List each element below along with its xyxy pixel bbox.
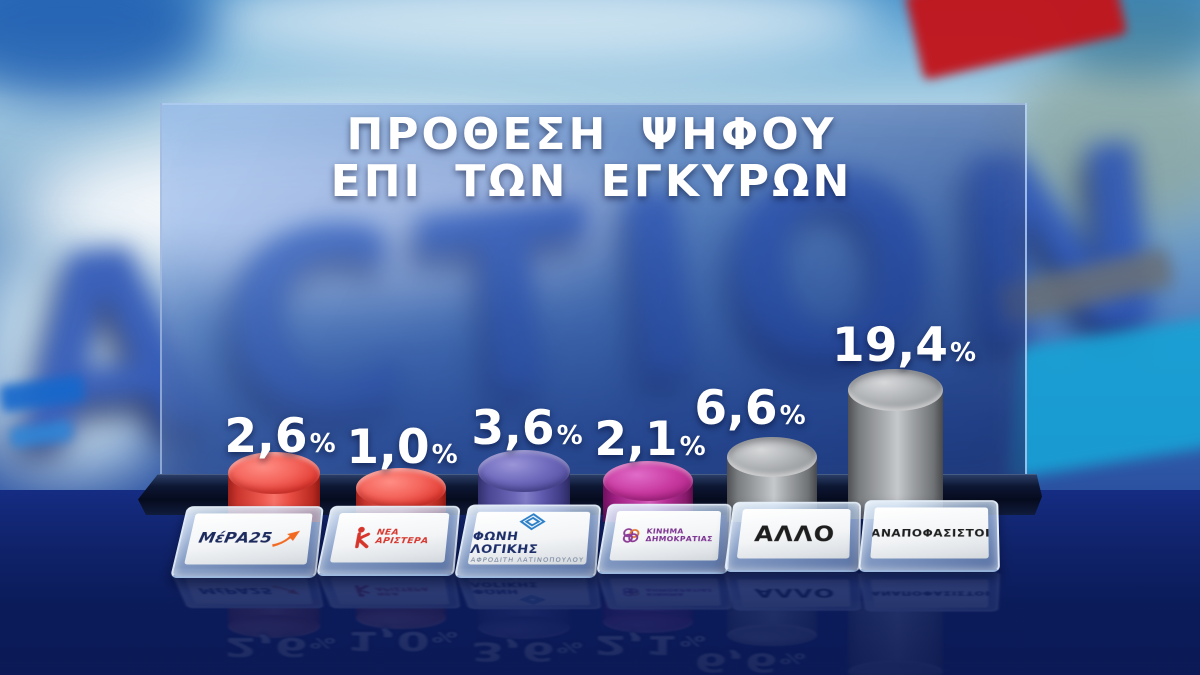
plate-allo: ΑΛΛΟ bbox=[724, 501, 862, 572]
bar-top bbox=[727, 437, 817, 477]
percent-sign: % bbox=[309, 429, 336, 459]
value-label-kinima: 2,1% bbox=[590, 416, 710, 463]
bar-top bbox=[478, 450, 570, 492]
mera25-logo: ΜέΡΑ25 bbox=[197, 528, 302, 548]
kinima-flower-icon bbox=[618, 526, 642, 545]
percent-sign: % bbox=[949, 338, 977, 368]
bar-top bbox=[228, 452, 320, 494]
value-label-foni-logikis: 3,6% bbox=[467, 405, 587, 452]
nea-aristera-label: ΝΕΑ ΑΡΙΣΤΕΡΑ bbox=[374, 528, 430, 546]
bar-top bbox=[603, 461, 693, 501]
kinima-label: ΚΙΝΗΜΑ ΔΗΜΟΚΡΑΤΙΑΣ bbox=[645, 527, 714, 543]
kinima-logo: ΚΙΝΗΜΑ ΔΗΜΟΚΡΑΤΙΑΣ bbox=[618, 526, 713, 545]
percent-sign: % bbox=[679, 432, 706, 462]
value-label-mera25: 2,6% bbox=[220, 413, 340, 460]
label-line1: ΚΙΝΗΜΑ bbox=[646, 527, 685, 536]
plate-face: ΑΛΛΟ bbox=[736, 509, 851, 559]
value: 2,1 bbox=[594, 412, 678, 467]
value: 1,0 bbox=[346, 420, 430, 475]
foni-logikis-label: ΦΩΝΗ ΛΟΓΙΚΗΣ bbox=[469, 529, 539, 557]
nea-aristera-logo: ΝΕΑ ΑΡΙΣΤΕΡΑ bbox=[351, 526, 431, 548]
mera25-logo-text: ΜέΡΑ25 bbox=[197, 529, 274, 547]
plate-kinima-dimokratias: ΚΙΝΗΜΑ ΔΗΜΟΚΡΑΤΙΑΣ bbox=[596, 503, 732, 574]
label-line2: ΑΡΙΣΤΕΡΑ bbox=[374, 536, 430, 546]
value: 2,6 bbox=[224, 409, 308, 464]
allo-label: ΑΛΛΟ bbox=[753, 520, 836, 546]
bar-top bbox=[356, 468, 446, 508]
value-label-anapofasistoi: 19,4% bbox=[832, 322, 976, 369]
bar-side bbox=[848, 390, 943, 519]
foni-logikis-diamond-icon bbox=[518, 512, 547, 530]
value: 19,4 bbox=[832, 318, 948, 373]
plate-face: ΑΝΑΠΟΦΑΣΙΣΤΟΙ bbox=[870, 507, 989, 559]
foni-logikis-logo: ΦΩΝΗ ΛΟΓΙΚΗΣ ΑΦΡΟΔΙΤΗ ΛΑΤΙΝΟΠΟΥΛΟΥ bbox=[468, 512, 591, 564]
percent-sign: % bbox=[779, 401, 806, 431]
percent-sign: % bbox=[556, 421, 583, 451]
label-line2: ΔΗΜΟΚΡΑΤΙΑΣ bbox=[645, 535, 713, 543]
plate-nea-aristera: ΝΕΑ ΑΡΙΣΤΕΡΑ bbox=[316, 505, 461, 576]
plate-face: ΚΙΝΗΜΑ ΔΗΜΟΚΡΑΤΙΑΣ bbox=[609, 511, 722, 561]
bar-top bbox=[848, 369, 943, 411]
value-label-allo: 6,6% bbox=[690, 385, 810, 432]
plate-anapofasistoi: ΑΝΑΠΟΦΑΣΙΣΤΟΙ bbox=[858, 500, 1000, 572]
chart-title-line1: ΠΡΟΘΕΣΗ ΨΗΦΟΥ bbox=[346, 109, 837, 160]
plate-face: ΦΩΝΗ ΛΟΓΙΚΗΣ ΑΦΡΟΔΙΤΗ ΛΑΤΙΝΟΠΟΥΛΟΥ bbox=[467, 511, 591, 565]
plate-face: ΝΕΑ ΑΡΙΣΤΕΡΑ bbox=[329, 513, 450, 563]
anapofasistoi-label: ΑΝΑΠΟΦΑΣΙΣΤΟΙ bbox=[870, 526, 989, 539]
mera25-swoosh-icon bbox=[271, 530, 300, 547]
chart-title: ΠΡΟΘΕΣΗ ΨΗΦΟΥ ΕΠΙ ΤΩΝ ΕΓΚΥΡΩΝ bbox=[160, 109, 1023, 207]
nea-aristera-figure-icon bbox=[351, 526, 373, 548]
foni-logikis-sublabel: ΑΦΡΟΔΙΤΗ ΛΑΤΙΝΟΠΟΥΛΟΥ bbox=[470, 556, 585, 564]
plate-foni-logikis: ΦΩΝΗ ΛΟΓΙΚΗΣ ΑΦΡΟΔΙΤΗ ΛΑΤΙΝΟΠΟΥΛΟΥ bbox=[454, 504, 602, 578]
chart-title-line2: ΕΠΙ ΤΩΝ ΕΓΚΥΡΩΝ bbox=[330, 155, 853, 207]
value: 6,6 bbox=[694, 381, 778, 436]
percent-sign: % bbox=[431, 440, 458, 470]
plate-mera25: ΜέΡΑ25 bbox=[170, 506, 324, 578]
value: 3,6 bbox=[471, 401, 555, 456]
bar-anapofasistoi bbox=[848, 369, 943, 519]
plate-face: ΜέΡΑ25 bbox=[184, 513, 313, 565]
value-label-nea-aristera: 1,0% bbox=[342, 424, 462, 471]
